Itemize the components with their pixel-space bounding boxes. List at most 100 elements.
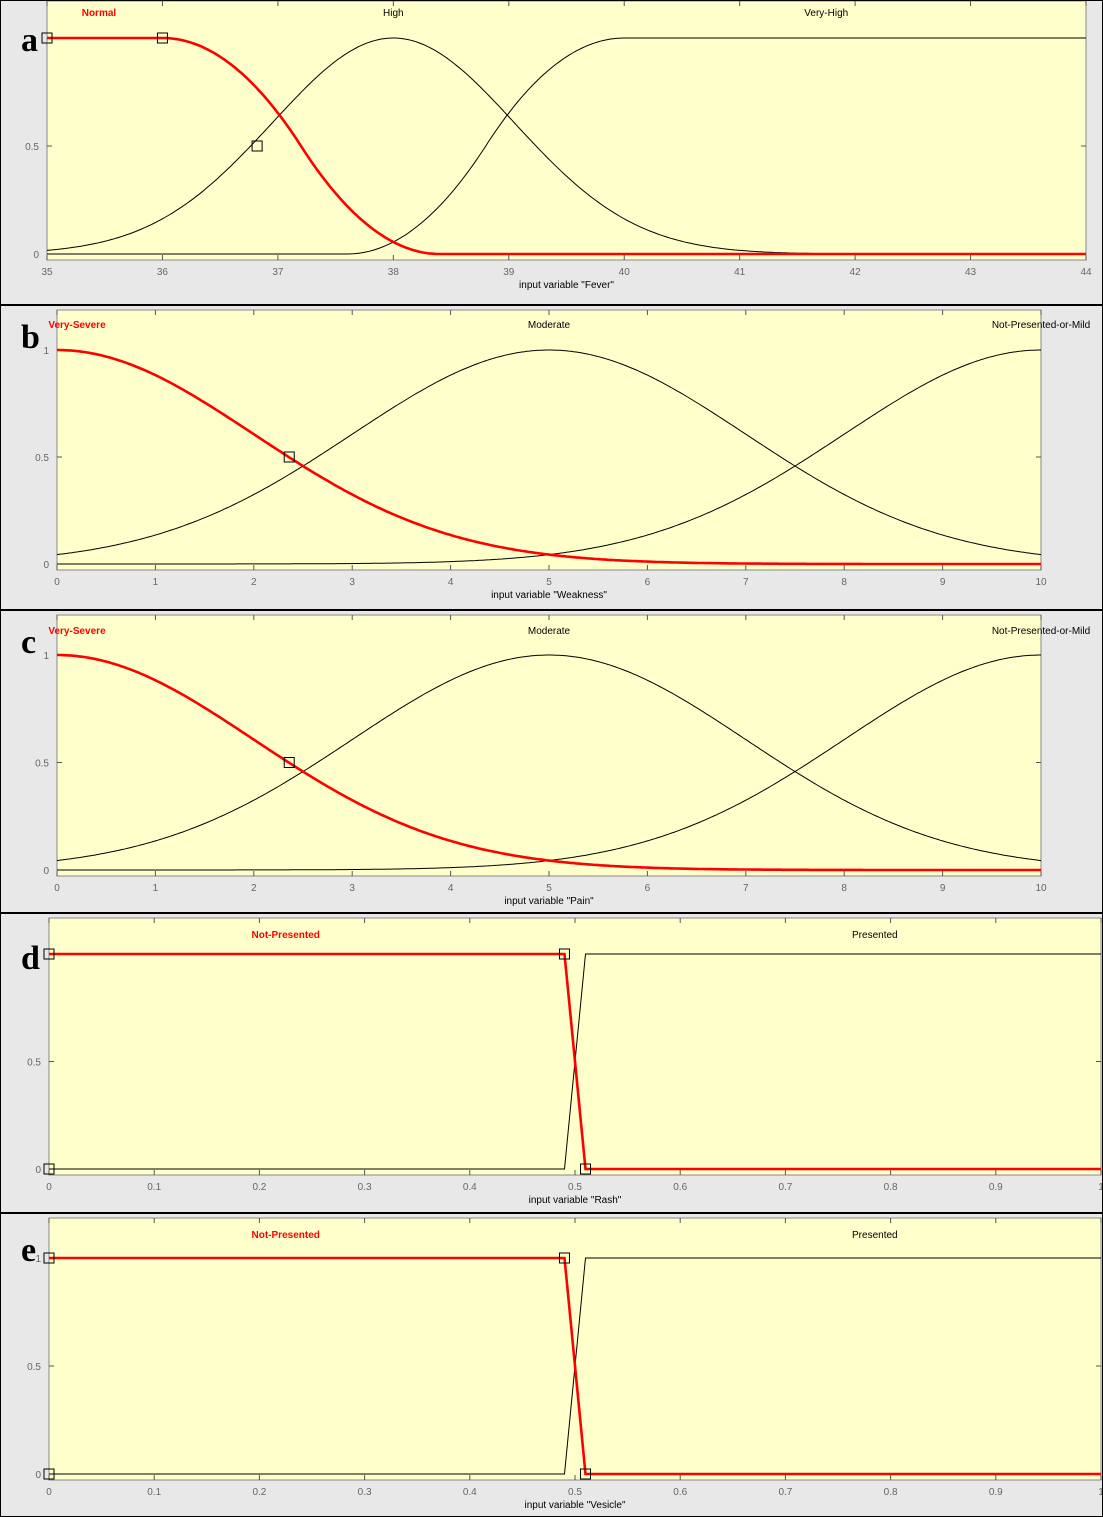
x-tick-label: 10	[1035, 883, 1047, 894]
x-tick-label: 43	[965, 267, 977, 278]
x-tick-label: 7	[743, 577, 749, 588]
y-tick-label: 0.5	[25, 142, 39, 153]
mf-label[interactable]: Normal	[82, 8, 117, 19]
x-axis-label: input variable "Fever"	[519, 280, 614, 291]
mf-handle[interactable]	[558, 948, 570, 960]
mf-curve-very-severe[interactable]	[57, 348, 1041, 566]
x-tick-label: 40	[619, 267, 631, 278]
panel-letter-d: d	[21, 940, 40, 977]
x-axis-label: input variable "Vesicle"	[524, 1500, 625, 1511]
mf-curve-very-severe[interactable]	[57, 653, 1041, 872]
mf-label[interactable]: Very-High	[804, 8, 848, 19]
plot-d: 0 0.1 0.2 0.3 0.4 0.5 0.6 0.7 0.8 0.9 1 0 0.5 input v…	[27, 917, 1102, 1206]
plot-area	[48, 917, 1102, 1176]
x-tick-label: 8	[841, 577, 847, 588]
x-tick-label: 9	[940, 883, 946, 894]
mf-label[interactable]: Very-Severe	[48, 320, 106, 331]
y-tick-label: 1	[43, 346, 49, 357]
x-tick-label: 0.5	[568, 1182, 582, 1193]
mf-handle[interactable]	[43, 1163, 55, 1175]
x-tick-label: 5	[546, 577, 552, 588]
y-tick-label: 0	[33, 250, 39, 261]
mf-label[interactable]: Not-Presented	[252, 1230, 320, 1241]
x-tick-label: 0.8	[884, 1182, 898, 1193]
x-tick-label: 9	[940, 577, 946, 588]
mf-label[interactable]: High	[383, 8, 404, 19]
x-tick-label: 39	[503, 267, 515, 278]
x-tick-label: 0	[46, 1182, 52, 1193]
x-tick-label: 0.1	[147, 1487, 161, 1498]
y-tick-label: 0	[43, 866, 49, 877]
x-tick-label: 35	[41, 267, 53, 278]
y-tick-label: 0.5	[35, 453, 49, 464]
mf-label[interactable]: Moderate	[528, 626, 571, 637]
mf-curve-not-presented[interactable]	[49, 952, 1101, 1171]
x-tick-label: 3	[349, 577, 355, 588]
x-tick-label: 42	[850, 267, 862, 278]
mf-label[interactable]: Not-Presented-or-Mild	[992, 320, 1090, 331]
x-tick-label: 0.8	[884, 1487, 898, 1498]
x-tick-label: 38	[388, 267, 400, 278]
x-axis-label: input variable "Weakness"	[491, 590, 607, 601]
x-tick-label: 0.1	[147, 1182, 161, 1193]
x-tick-label: 0.6	[673, 1182, 687, 1193]
x-tick-label: 44	[1080, 267, 1092, 278]
x-tick-label: 0.7	[778, 1182, 792, 1193]
x-tick-label: 0.5	[568, 1487, 582, 1498]
x-tick-label: 0.3	[358, 1487, 372, 1498]
x-axis-label: input variable "Rash"	[529, 1195, 622, 1206]
mf-curve-normal[interactable]	[47, 36, 1086, 256]
panel-letter-c: c	[21, 624, 37, 661]
y-tick-label: 0	[35, 1470, 41, 1481]
panel-b: 0 1 2 3 4 5 6 7 8 9 10 0 0.5 1 input variable "Weaknes…	[0, 305, 1103, 610]
mf-handle[interactable]	[251, 140, 263, 152]
mf-curve-moderate[interactable]	[56, 654, 1042, 862]
mf-label[interactable]: Not-Presented	[252, 930, 320, 941]
panel-letter-b: b	[21, 319, 40, 356]
plot-area	[56, 309, 1042, 571]
x-tick-label: 6	[645, 883, 651, 894]
mf-handle[interactable]	[283, 757, 295, 768]
mf-handle[interactable]	[43, 1468, 55, 1480]
mf-label[interactable]: Very-Severe	[48, 626, 106, 637]
mf-handle[interactable]	[580, 1468, 592, 1480]
x-axis-label: input variable "Pain"	[504, 896, 594, 907]
x-tick-label: 41	[734, 267, 746, 278]
mf-curve-very-high[interactable]	[47, 37, 1086, 255]
mf-handle[interactable]	[156, 32, 168, 44]
x-tick-label: 4	[448, 577, 454, 588]
x-tick-label: 0.9	[989, 1182, 1003, 1193]
mf-handle[interactable]	[283, 451, 295, 463]
x-tick-label: 0.7	[778, 1487, 792, 1498]
panel-d: 0 0.1 0.2 0.3 0.4 0.5 0.6 0.7 0.8 0.9 1 0 0.5 input v…	[0, 913, 1103, 1213]
plot-a: 35 36 37 38 39 40 41 42 43 44 0 0.5 input variable "…	[25, 1, 1092, 291]
x-tick-label: 0.9	[989, 1487, 1003, 1498]
mf-curve-moderate[interactable]	[56, 349, 1042, 556]
mf-handle[interactable]	[43, 1252, 55, 1264]
x-tick-label: 0.2	[252, 1487, 266, 1498]
mf-handle[interactable]	[558, 1252, 570, 1264]
x-tick-label: 0.4	[463, 1182, 477, 1193]
panel-letter-a: a	[21, 22, 38, 59]
x-tick-label: 0	[54, 577, 60, 588]
mf-label[interactable]: Presented	[852, 1230, 898, 1241]
mf-handle[interactable]	[43, 948, 55, 960]
mf-label[interactable]: Not-Presented-or-Mild	[992, 626, 1090, 637]
mf-handle[interactable]	[41, 32, 53, 44]
x-tick-label: 0.3	[358, 1182, 372, 1193]
panel-letter-e: e	[21, 1232, 37, 1269]
y-tick-label: 0.5	[27, 1058, 41, 1069]
mf-curve-not-presented[interactable]	[49, 1256, 1101, 1476]
x-tick-label: 5	[546, 883, 552, 894]
y-tick-label: 1	[43, 651, 49, 662]
mf-label[interactable]: Moderate	[528, 320, 571, 331]
y-tick-label: 0	[35, 1165, 41, 1176]
panel-e: 0 0.1 0.2 0.3 0.4 0.5 0.6 0.7 0.8 0.9 1 0 0.5 1 input …	[0, 1213, 1103, 1517]
x-tick-label: 3	[349, 883, 355, 894]
mf-handle[interactable]	[580, 1163, 592, 1175]
mf-label[interactable]: Presented	[852, 930, 898, 941]
x-tick-label: 2	[251, 577, 257, 588]
x-tick-label: 1	[1098, 1487, 1103, 1498]
x-tick-label: 7	[743, 883, 749, 894]
x-tick-label: 1	[153, 577, 159, 588]
